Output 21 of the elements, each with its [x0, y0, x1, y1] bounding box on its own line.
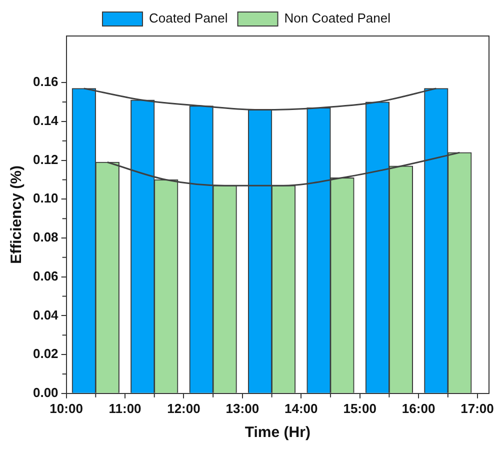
x-tick-label: 13:00	[226, 400, 260, 416]
x-tick-label: 12:00	[167, 400, 200, 416]
y-tick-label: 0.00	[32, 384, 58, 400]
x-tick-label: 15:00	[343, 400, 376, 416]
y-tick-label: 0.04	[32, 307, 60, 322]
legend-label: Coated Panel	[148, 10, 228, 26]
y-tick-label: 0.06	[32, 268, 58, 284]
x-tick-label: 10:00	[50, 400, 83, 416]
x-axis-title: Time (Hr)	[244, 424, 310, 442]
y-axis-title: Efficiency (%)	[8, 166, 26, 264]
y-tick-label: 0.12	[32, 152, 58, 167]
x-tick-label: 14:00	[284, 400, 318, 416]
y-tick-label: 0.14	[32, 113, 60, 128]
y-tick-label: 0.08	[32, 230, 58, 245]
x-tick-label: 17:00	[460, 400, 494, 416]
y-tick-label: 0.02	[32, 346, 58, 362]
legend-label: Non Coated Panel	[284, 10, 391, 26]
y-tick-label: 0.16	[32, 74, 58, 90]
x-tick-label: 16:00	[402, 400, 436, 416]
x-tick-label: 11:00	[108, 400, 142, 416]
y-tick-label: 0.10	[32, 190, 58, 206]
